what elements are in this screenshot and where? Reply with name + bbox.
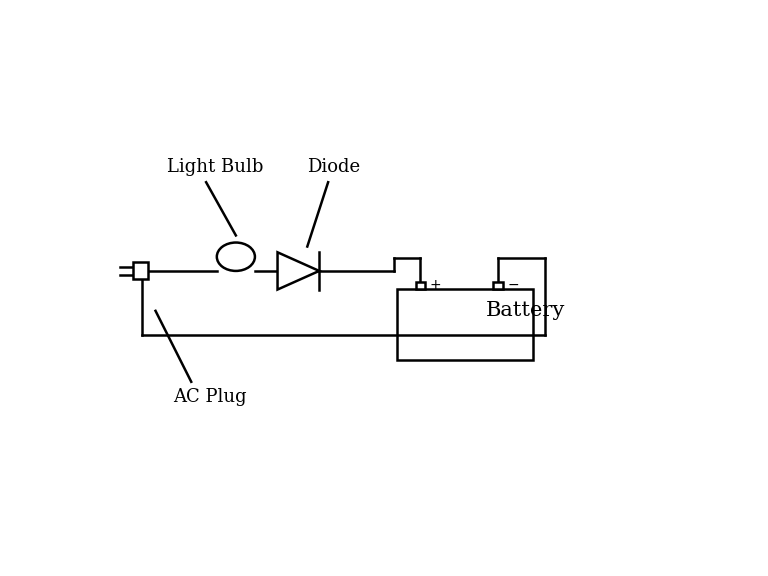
Text: AC Plug: AC Plug (174, 388, 247, 406)
Text: +: + (430, 278, 442, 292)
Text: Diode: Diode (307, 158, 360, 176)
Text: Battery: Battery (486, 301, 565, 320)
Bar (415, 282, 425, 289)
Text: −: − (508, 278, 519, 292)
Bar (133, 263, 148, 279)
Text: Light Bulb: Light Bulb (167, 158, 263, 176)
Polygon shape (277, 252, 319, 290)
Bar (493, 282, 502, 289)
Bar (396, 289, 534, 359)
Circle shape (217, 242, 255, 271)
